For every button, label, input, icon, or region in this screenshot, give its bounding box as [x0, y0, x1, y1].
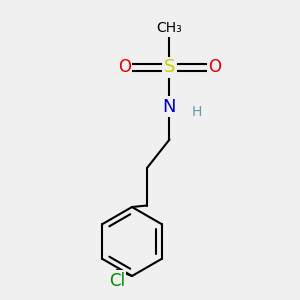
Text: CH₃: CH₃ [157, 22, 182, 35]
Text: O: O [118, 58, 131, 76]
Text: Cl: Cl [109, 272, 125, 290]
Text: O: O [208, 58, 221, 76]
Text: N: N [163, 98, 176, 116]
Text: S: S [164, 58, 175, 76]
Text: H: H [191, 106, 202, 119]
